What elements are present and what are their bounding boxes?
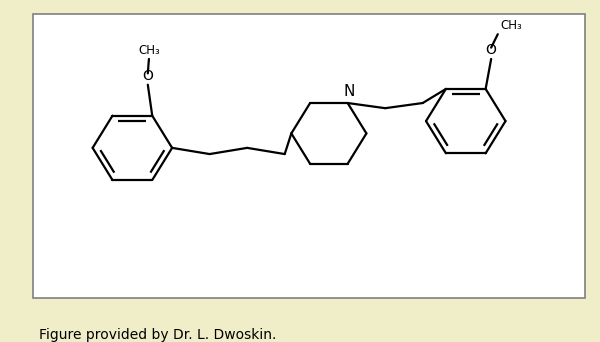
Text: CH₃: CH₃	[138, 44, 160, 57]
Text: N: N	[343, 84, 355, 99]
Text: CH₃: CH₃	[500, 19, 522, 32]
Text: O: O	[486, 43, 497, 57]
Text: Figure provided by Dr. L. Dwoskin.: Figure provided by Dr. L. Dwoskin.	[39, 328, 277, 342]
Text: O: O	[142, 69, 153, 83]
